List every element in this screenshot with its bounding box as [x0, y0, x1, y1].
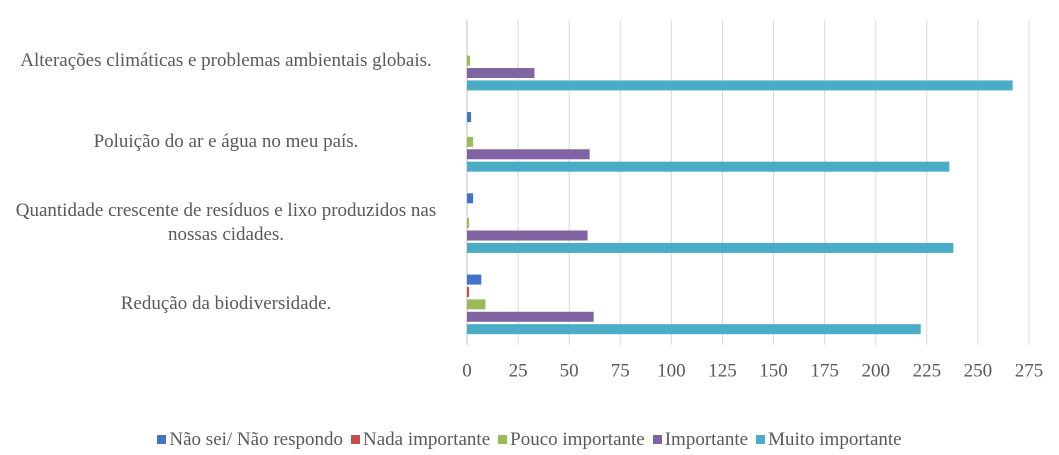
legend-item: Não sei/ Não respondo: [157, 429, 343, 451]
bar: [467, 218, 470, 229]
legend-label: Muito importante: [768, 429, 902, 450]
category-label: Redução da biodiversidade.: [120, 293, 332, 315]
legend-item: Muito importante: [756, 429, 902, 451]
legend: Não sei/ Não respondo Nada importante Pouc…: [0, 429, 1059, 451]
x-tick-label: 225: [913, 360, 942, 381]
legend-item: Importante: [652, 429, 749, 451]
x-tick-label: 175: [810, 360, 839, 381]
legend-swatch: [756, 435, 766, 444]
bar: [467, 68, 535, 79]
x-tick-label: 125: [708, 360, 737, 381]
legend-label: Nada importante: [363, 429, 491, 450]
bar: [467, 324, 921, 335]
x-tick-label: 0: [462, 360, 472, 381]
category-label: Quantidade crescente de resíduos e lixo …: [15, 200, 437, 246]
x-tick-label: 250: [964, 360, 993, 381]
bar: [467, 242, 954, 253]
legend-swatch: [498, 435, 508, 444]
bar: [467, 112, 472, 123]
legend-swatch: [351, 435, 360, 444]
bar: [467, 55, 471, 66]
bar: [467, 136, 474, 147]
category-label: Poluição do ar e água no meu país.: [93, 130, 359, 152]
bar: [467, 161, 950, 172]
bar: [467, 286, 470, 297]
x-tick-label: 50: [560, 360, 579, 381]
bar: [467, 80, 1013, 91]
x-tick-label: 200: [861, 360, 890, 381]
bar: [467, 193, 474, 204]
legend-label: Importante: [664, 429, 749, 450]
bar: [467, 274, 482, 285]
bar: [467, 311, 594, 322]
legend-swatch: [652, 435, 662, 444]
x-tick-label: 150: [759, 360, 788, 381]
bar: [467, 230, 588, 241]
x-tick-label: 75: [611, 360, 630, 381]
category-label: Alterações climáticas e problemas ambien…: [20, 49, 432, 71]
bar: [467, 299, 486, 310]
legend-swatch: [157, 435, 167, 444]
bar: [467, 149, 590, 160]
legend-label: Não sei/ Não respondo: [169, 429, 343, 450]
x-tick-label: 275: [1015, 360, 1044, 381]
x-tick-label: 100: [657, 360, 686, 381]
legend-label: Pouco importante: [510, 429, 645, 450]
x-tick-label: 25: [509, 360, 528, 381]
legend-item: Nada importante: [351, 429, 490, 451]
legend-item: Pouco importante: [498, 429, 645, 451]
